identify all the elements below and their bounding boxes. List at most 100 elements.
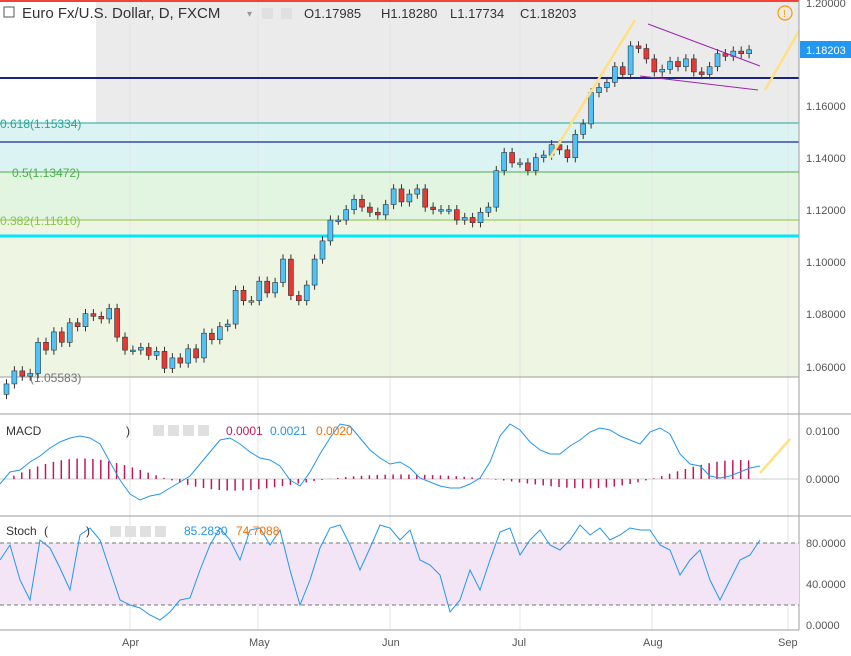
candle-up[interactable] — [201, 332, 207, 359]
candle-down[interactable] — [469, 217, 476, 223]
candle-up[interactable] — [3, 383, 10, 395]
candle-up[interactable] — [335, 219, 342, 222]
gear-icon[interactable] — [125, 526, 136, 537]
eye-icon[interactable] — [262, 8, 273, 19]
eye-icon[interactable] — [153, 425, 164, 436]
candle-down[interactable] — [453, 209, 460, 221]
candle-up[interactable] — [351, 199, 357, 211]
candle-down[interactable] — [114, 308, 120, 338]
candle-up[interactable] — [572, 134, 579, 159]
candle-up[interactable] — [532, 157, 539, 171]
candle-down[interactable] — [264, 280, 271, 294]
candle-up[interactable] — [517, 162, 523, 165]
trendline-yellow-1[interactable] — [548, 19, 637, 159]
candle-up[interactable] — [446, 209, 452, 212]
candle-up[interactable] — [588, 92, 594, 125]
candle-up[interactable] — [501, 152, 508, 172]
candle-up[interactable] — [248, 300, 255, 303]
candle-up[interactable] — [138, 347, 144, 351]
candle-down[interactable] — [643, 48, 650, 60]
candle-up[interactable] — [493, 170, 500, 208]
candle-down[interactable] — [240, 289, 247, 301]
candle-up[interactable] — [280, 258, 286, 283]
candle-up[interactable] — [35, 341, 41, 374]
candle-down[interactable] — [619, 66, 626, 75]
candle-up[interactable] — [627, 45, 634, 75]
candle-down[interactable] — [295, 295, 302, 301]
candle-down[interactable] — [288, 258, 294, 296]
chart-legend[interactable]: Euro Fx/U.S. Dollar, D, FXCM ▾ O1.17985 … — [3, 5, 793, 22]
candle-up[interactable] — [659, 69, 666, 73]
candle-up[interactable] — [611, 66, 618, 83]
dropdown-arrow-icon[interactable]: ▾ — [247, 9, 252, 20]
candle-down[interactable] — [738, 50, 745, 54]
candle-down[interactable] — [509, 152, 515, 164]
gear-icon[interactable] — [281, 8, 292, 19]
candle-up[interactable] — [130, 349, 136, 352]
candle-down[interactable] — [145, 347, 152, 356]
candle-up[interactable] — [438, 209, 444, 212]
candle-up[interactable] — [82, 313, 89, 328]
candle-up[interactable] — [746, 49, 752, 54]
candle-down[interactable] — [161, 351, 168, 369]
stoch-pane[interactable]: Stoch ( ) 85.2830 74.7088 80.0000 40.000… — [0, 524, 846, 632]
candle-up[interactable] — [604, 82, 610, 88]
candle-down[interactable] — [193, 348, 199, 359]
candle-up[interactable] — [51, 331, 57, 351]
eye-icon[interactable] — [110, 526, 121, 537]
candle-up[interactable] — [580, 123, 587, 135]
candle-up[interactable] — [382, 204, 389, 216]
candle-up[interactable] — [224, 323, 231, 328]
macd-pane[interactable]: MACD ) 0.0001 0.0021 0.0020 0.0100 0.000… — [0, 423, 840, 501]
candle-down[interactable] — [651, 58, 658, 73]
candle-up[interactable] — [27, 373, 34, 377]
candle-down[interactable] — [398, 188, 405, 203]
candle-down[interactable] — [722, 53, 729, 57]
candle-up[interactable] — [303, 284, 310, 302]
time-axis[interactable]: Apr May Jun Jul Aug Sep — [0, 629, 851, 651]
candle-down[interactable] — [58, 331, 65, 343]
candle-up[interactable] — [667, 61, 673, 70]
candle-down[interactable] — [675, 61, 681, 67]
alert-icon[interactable] — [777, 5, 793, 21]
candle-up[interactable] — [414, 188, 421, 195]
candle-down[interactable] — [367, 206, 373, 213]
candle-up[interactable] — [106, 308, 112, 320]
candle-down[interactable] — [359, 199, 365, 208]
candle-up[interactable] — [11, 370, 18, 385]
candle-down[interactable] — [525, 162, 531, 171]
candle-up[interactable] — [683, 58, 689, 68]
candle-up[interactable] — [319, 240, 326, 260]
candle-up[interactable] — [327, 219, 334, 242]
candle-down[interactable] — [43, 341, 49, 351]
candle-down[interactable] — [374, 212, 381, 216]
candle-down[interactable] — [74, 322, 81, 327]
gear-icon[interactable] — [168, 425, 179, 436]
candle-down[interactable] — [430, 206, 436, 211]
price-axis[interactable]: 1.20000 1.18000 1.16000 1.14000 1.12000 … — [798, 0, 851, 651]
candle-up[interactable] — [343, 209, 350, 221]
candle-up[interactable] — [477, 212, 484, 224]
candle-down[interactable] — [177, 357, 184, 364]
candle-down[interactable] — [698, 71, 705, 75]
candle-down[interactable] — [635, 45, 642, 49]
candle-up[interactable] — [714, 53, 721, 68]
legend-collapse-icon[interactable] — [3, 6, 15, 18]
candle-up[interactable] — [169, 357, 176, 369]
candle-up[interactable] — [540, 154, 547, 159]
flag-lower-line[interactable] — [639, 75, 759, 91]
candle-up[interactable] — [596, 87, 602, 93]
candle-up[interactable] — [185, 348, 191, 364]
candle-up[interactable] — [311, 258, 318, 286]
plus-icon[interactable] — [140, 526, 151, 537]
candle-down[interactable] — [122, 336, 128, 351]
candle-down[interactable] — [209, 332, 215, 341]
candle-up[interactable] — [256, 280, 263, 302]
candle-up[interactable] — [485, 206, 492, 213]
candle-up[interactable] — [153, 351, 160, 356]
candle-up[interactable] — [406, 193, 413, 203]
candle-down[interactable] — [98, 315, 105, 320]
candle-up[interactable] — [272, 282, 278, 294]
candle-up[interactable] — [232, 289, 239, 325]
